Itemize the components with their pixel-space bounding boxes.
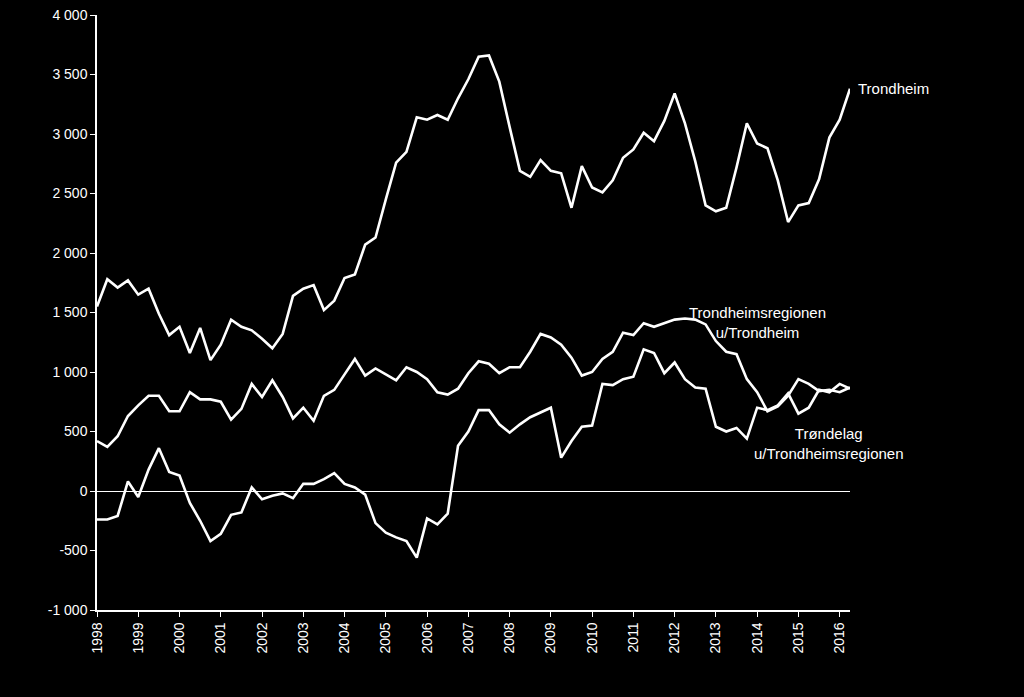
svg-text:1999: 1999	[130, 622, 146, 653]
svg-text:3 500: 3 500	[52, 66, 87, 82]
svg-text:2009: 2009	[542, 622, 558, 653]
svg-text:-1 000: -1 000	[48, 602, 88, 618]
svg-text:2011: 2011	[625, 622, 641, 652]
svg-text:2005: 2005	[377, 622, 393, 653]
svg-text:-500: -500	[59, 542, 87, 558]
svg-text:2003: 2003	[295, 622, 311, 653]
svg-text:2 000: 2 000	[52, 245, 87, 261]
svg-text:Trøndelagu/Trondheimsregionen: Trøndelagu/Trondheimsregionen	[754, 425, 904, 462]
svg-text:2010: 2010	[584, 622, 600, 653]
svg-text:4 000: 4 000	[52, 7, 87, 23]
svg-text:2015: 2015	[790, 622, 806, 653]
svg-text:2008: 2008	[501, 622, 517, 653]
svg-text:2016: 2016	[831, 622, 847, 653]
svg-text:2014: 2014	[749, 622, 765, 653]
svg-text:2012: 2012	[666, 622, 682, 653]
svg-text:500: 500	[64, 423, 88, 439]
svg-text:Trondheim: Trondheim	[858, 80, 929, 97]
svg-text:2004: 2004	[336, 622, 352, 653]
svg-text:Trondheimsregionenu/Trondheim: Trondheimsregionenu/Trondheim	[689, 304, 826, 341]
svg-text:2007: 2007	[460, 622, 476, 653]
svg-text:3 000: 3 000	[52, 126, 87, 142]
svg-text:2000: 2000	[171, 622, 187, 653]
svg-text:2006: 2006	[419, 622, 435, 653]
svg-text:1 000: 1 000	[52, 364, 87, 380]
svg-text:2 500: 2 500	[52, 185, 87, 201]
svg-text:1998: 1998	[89, 622, 105, 653]
svg-text:0: 0	[80, 483, 88, 499]
svg-text:2002: 2002	[254, 622, 270, 653]
svg-text:1 500: 1 500	[52, 304, 87, 320]
svg-text:2001: 2001	[212, 622, 228, 653]
svg-text:2013: 2013	[707, 622, 723, 653]
